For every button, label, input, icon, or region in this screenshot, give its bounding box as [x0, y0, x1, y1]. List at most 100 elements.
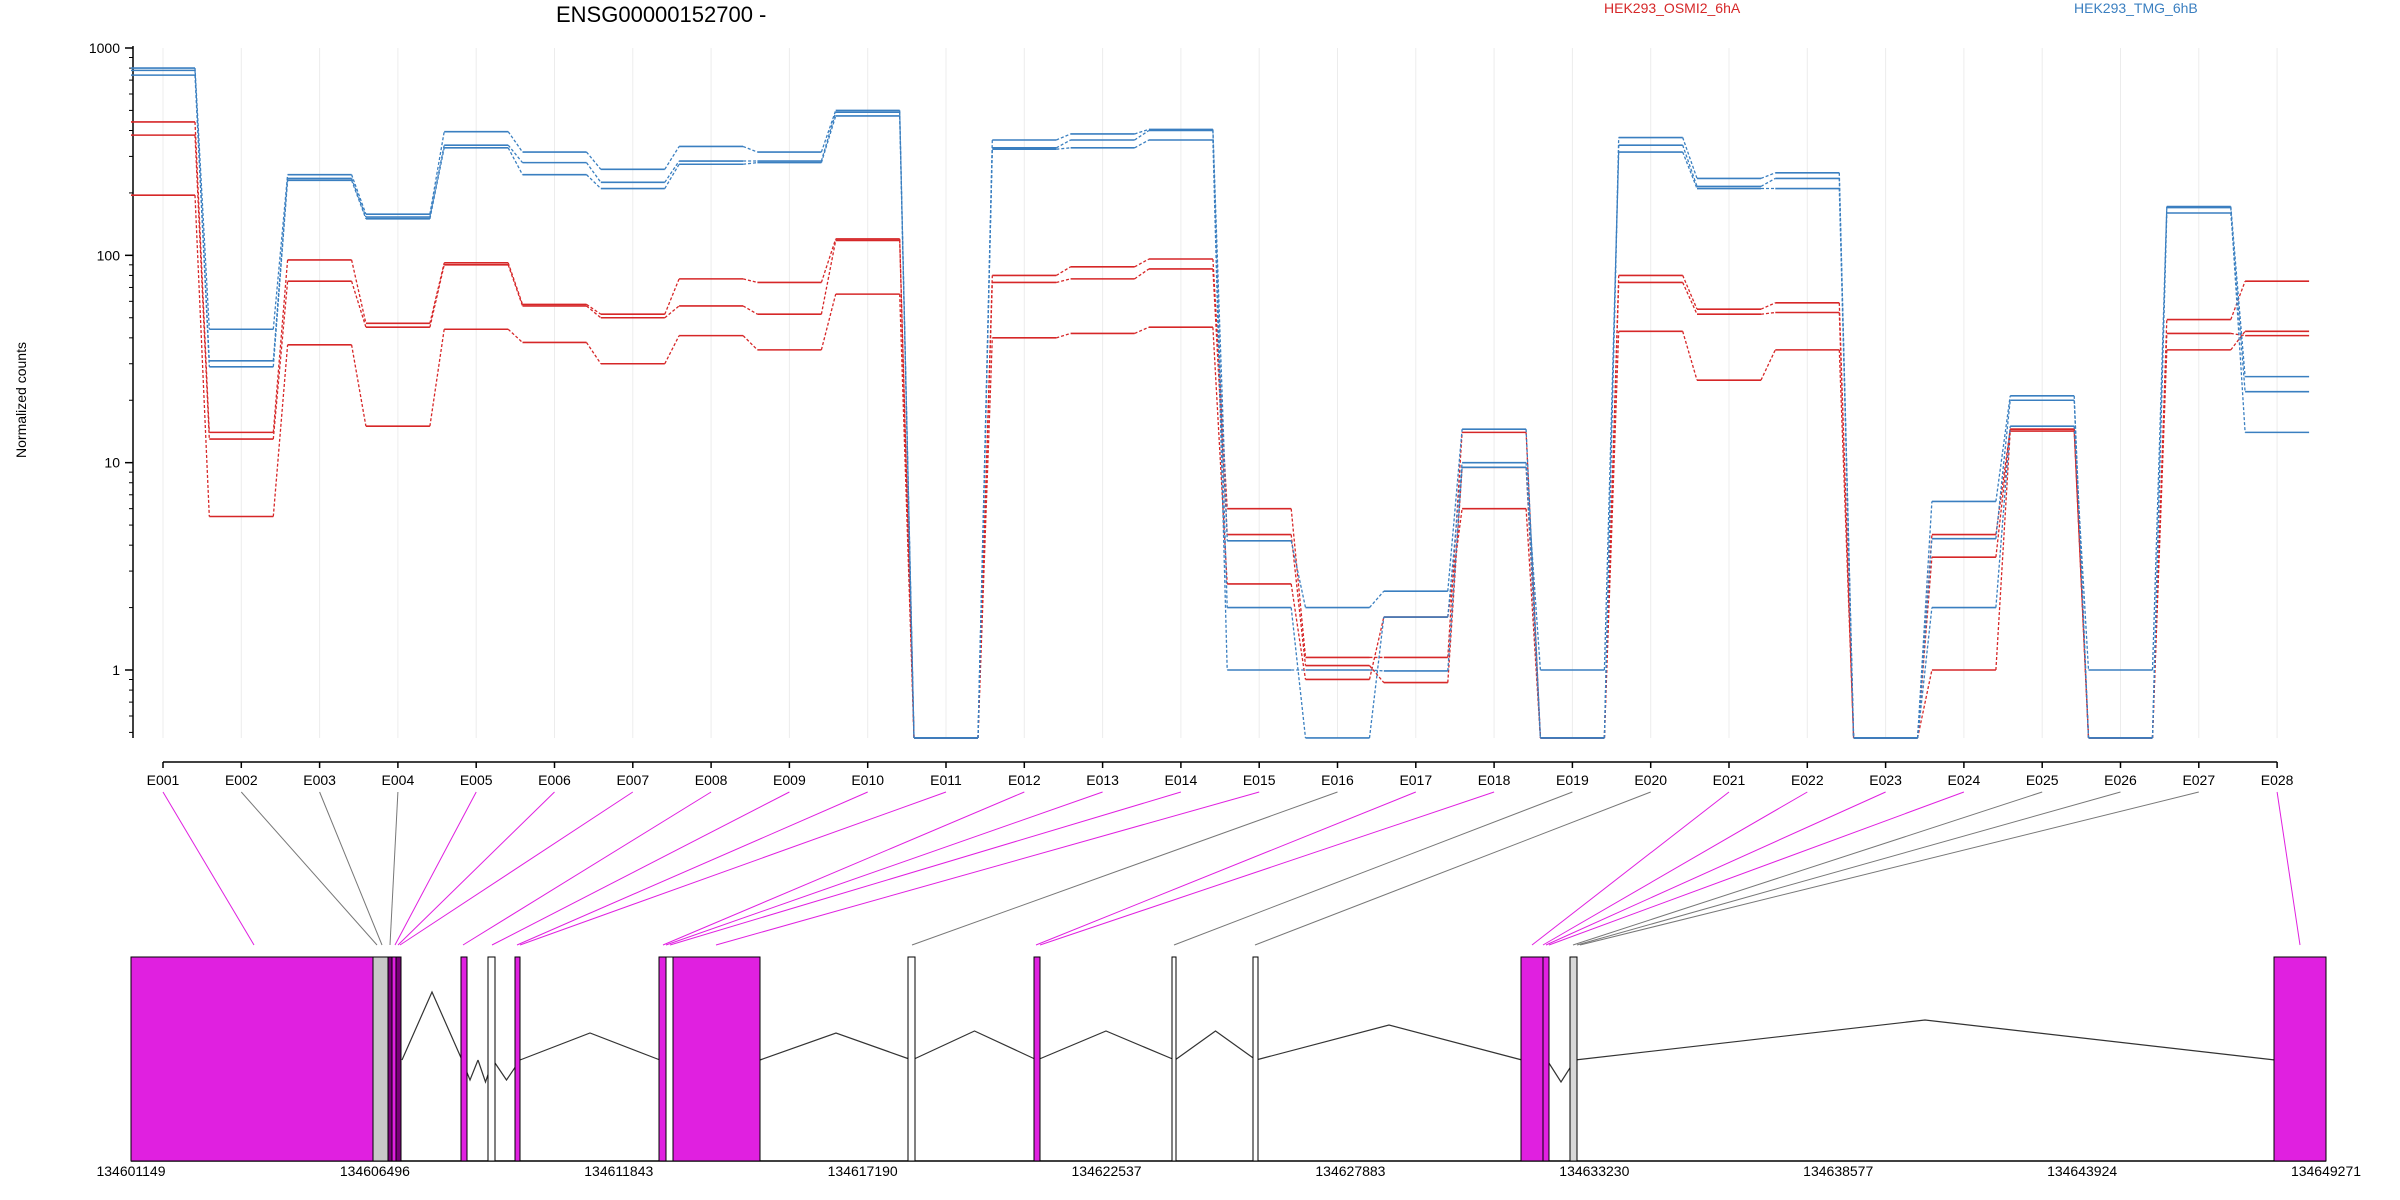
y-tick-label: 10: [104, 455, 120, 471]
series-connector: [1055, 139, 1071, 149]
series-connector: [1056, 278, 1071, 284]
series-connector: [194, 75, 210, 367]
exon-block: [387, 956, 393, 1162]
exon-mapping-line: [1531, 791, 1730, 946]
exon-mapping-line: [240, 791, 378, 946]
series-connector: [1525, 429, 1542, 739]
exon-mapping-line: [669, 791, 1182, 946]
x-tick-label-e008: E008: [695, 772, 728, 788]
series-2: [131, 134, 2310, 739]
legend-label-osmi2: HEK293_OSMI2_6hA: [1604, 0, 1741, 16]
exon-block: [391, 956, 397, 1162]
intron-line: [1174, 1030, 1257, 1061]
series-connector: [1134, 139, 1150, 149]
series-connector: [664, 160, 680, 183]
x-tick-label-e005: E005: [460, 772, 493, 788]
series-connector: [2230, 330, 2246, 351]
series-connector: [1056, 133, 1071, 141]
series-connector: [429, 147, 445, 219]
intron-line: [1574, 1019, 2276, 1061]
exon-mapping-line: [389, 791, 399, 946]
series-connector: [1995, 426, 2011, 608]
x-tick-label-e019: E019: [1556, 772, 1589, 788]
x-tick-label-e007: E007: [616, 772, 649, 788]
series-connector: [1682, 144, 1698, 187]
exon-block: [907, 956, 916, 1162]
series-connector: [1056, 332, 1071, 339]
series-connector: [1369, 665, 1385, 683]
series-connector: [429, 131, 445, 215]
series-connector: [507, 144, 524, 164]
x-tick-label-e023: E023: [1869, 772, 1902, 788]
exon-block: [672, 956, 761, 1162]
series-connector: [1995, 395, 2011, 502]
series-connector: [1603, 145, 1620, 738]
series-connector: [664, 278, 680, 315]
y-tick-label: 1000: [89, 40, 120, 56]
series-connector: [2073, 426, 2090, 671]
exon-block: [1569, 956, 1578, 1162]
genome-tick-label: 134622537: [1072, 1163, 1142, 1179]
series-connector: [820, 240, 837, 315]
series-connector: [1447, 467, 1463, 671]
series-connector: [742, 305, 758, 315]
series-connector: [2230, 206, 2246, 377]
series-connector: [585, 162, 602, 183]
exon-block: [130, 956, 374, 1162]
exon-mapping-line: [1576, 791, 2121, 946]
series-connector: [1290, 534, 1307, 666]
series-connector: [272, 174, 289, 330]
genome-tick-label: 134617190: [828, 1163, 898, 1179]
series-connector: [272, 259, 289, 433]
series-connector: [1134, 128, 1150, 135]
series-connector: [586, 174, 602, 189]
series-connector: [1682, 282, 1698, 315]
series-connector: [1760, 349, 1776, 381]
genome-tick-label: 134611843: [584, 1163, 653, 1179]
exon-mapping-line: [462, 791, 712, 946]
series-connector: [1603, 282, 1620, 739]
series-connector: [1916, 501, 1933, 739]
exon-block: [1542, 956, 1550, 1162]
series-connector: [429, 329, 445, 427]
series-connector: [899, 115, 915, 738]
x-tick-label-e006: E006: [538, 772, 571, 788]
series-connector: [585, 151, 602, 170]
series-connector: [820, 112, 837, 162]
exon-mapping-line: [1039, 791, 1495, 946]
series-connector: [350, 281, 367, 328]
x-tick-label-e028: E028: [2261, 772, 2294, 788]
exon-block: [514, 956, 521, 1162]
series-connector: [664, 163, 680, 189]
series-connector: [2230, 332, 2246, 337]
series-connector: [1603, 151, 1620, 671]
series-3: [131, 194, 2310, 739]
y-tick-label: 1: [112, 662, 120, 678]
series-connector: [1134, 129, 1150, 141]
intron-line: [519, 1032, 661, 1061]
series-connector: [1760, 311, 1776, 315]
exon-block: [460, 956, 468, 1162]
series-connector: [977, 139, 993, 738]
gene-model-layer: 134601149 134606496 134611843 134617190 1346…: [96, 956, 2361, 1179]
genome-tick-label: 134601149: [96, 1163, 165, 1179]
exon-mapping-line: [319, 791, 383, 946]
series-connector: [820, 115, 837, 163]
series-connector: [194, 135, 210, 440]
series-connector: [1212, 139, 1228, 671]
exon-mapping-line: [665, 791, 1103, 946]
series-connector: [1290, 540, 1307, 608]
x-tick-label-e025: E025: [2026, 772, 2059, 788]
series-connector: [194, 195, 210, 517]
series-connector: [2151, 207, 2168, 671]
exon-mapping-line: [1545, 791, 1886, 946]
intron-line: [759, 1032, 913, 1061]
exon-mapping-line: [1572, 791, 2043, 946]
series-connector: [1212, 258, 1228, 509]
genome-tick-label: 134633230: [1559, 1163, 1629, 1179]
series-1: [131, 121, 2310, 739]
series-connector: [1368, 616, 1385, 739]
series-connector: [899, 240, 915, 738]
series-connector: [1369, 590, 1385, 609]
intron-line: [911, 1030, 1038, 1061]
